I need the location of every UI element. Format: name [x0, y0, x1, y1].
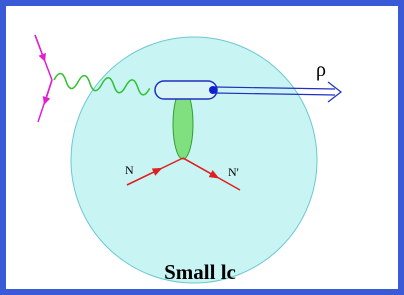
- dipole-circle: [71, 37, 317, 283]
- nucleon-in-label: N: [125, 163, 134, 177]
- diagram: ρ N N' Small lc: [0, 0, 404, 295]
- dipole-tube: [155, 81, 217, 99]
- caption: Small lc: [164, 260, 236, 284]
- quark-dot: [209, 86, 217, 94]
- rho-label: ρ: [316, 59, 326, 81]
- nucleon-out-label: N': [228, 165, 239, 179]
